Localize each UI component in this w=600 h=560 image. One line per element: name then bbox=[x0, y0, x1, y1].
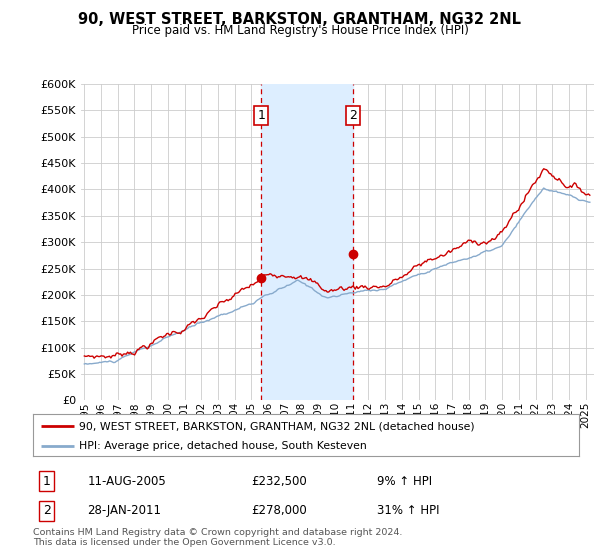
Text: 9% ↑ HPI: 9% ↑ HPI bbox=[377, 475, 432, 488]
Bar bbox=[261, 84, 353, 400]
Text: Price paid vs. HM Land Registry's House Price Index (HPI): Price paid vs. HM Land Registry's House … bbox=[131, 24, 469, 37]
Text: 90, WEST STREET, BARKSTON, GRANTHAM, NG32 2NL (detached house): 90, WEST STREET, BARKSTON, GRANTHAM, NG3… bbox=[79, 421, 475, 431]
Text: 31% ↑ HPI: 31% ↑ HPI bbox=[377, 504, 439, 517]
Text: £232,500: £232,500 bbox=[251, 475, 307, 488]
Text: £278,000: £278,000 bbox=[251, 504, 307, 517]
Text: 28-JAN-2011: 28-JAN-2011 bbox=[88, 504, 161, 517]
Text: 2: 2 bbox=[43, 504, 50, 517]
Text: 90, WEST STREET, BARKSTON, GRANTHAM, NG32 2NL: 90, WEST STREET, BARKSTON, GRANTHAM, NG3… bbox=[79, 12, 521, 27]
Text: Contains HM Land Registry data © Crown copyright and database right 2024.
This d: Contains HM Land Registry data © Crown c… bbox=[33, 528, 403, 547]
Text: 11-AUG-2005: 11-AUG-2005 bbox=[88, 475, 166, 488]
Text: 2: 2 bbox=[349, 109, 357, 122]
Text: HPI: Average price, detached house, South Kesteven: HPI: Average price, detached house, Sout… bbox=[79, 441, 367, 451]
Text: 1: 1 bbox=[257, 109, 265, 122]
Text: 1: 1 bbox=[43, 475, 50, 488]
